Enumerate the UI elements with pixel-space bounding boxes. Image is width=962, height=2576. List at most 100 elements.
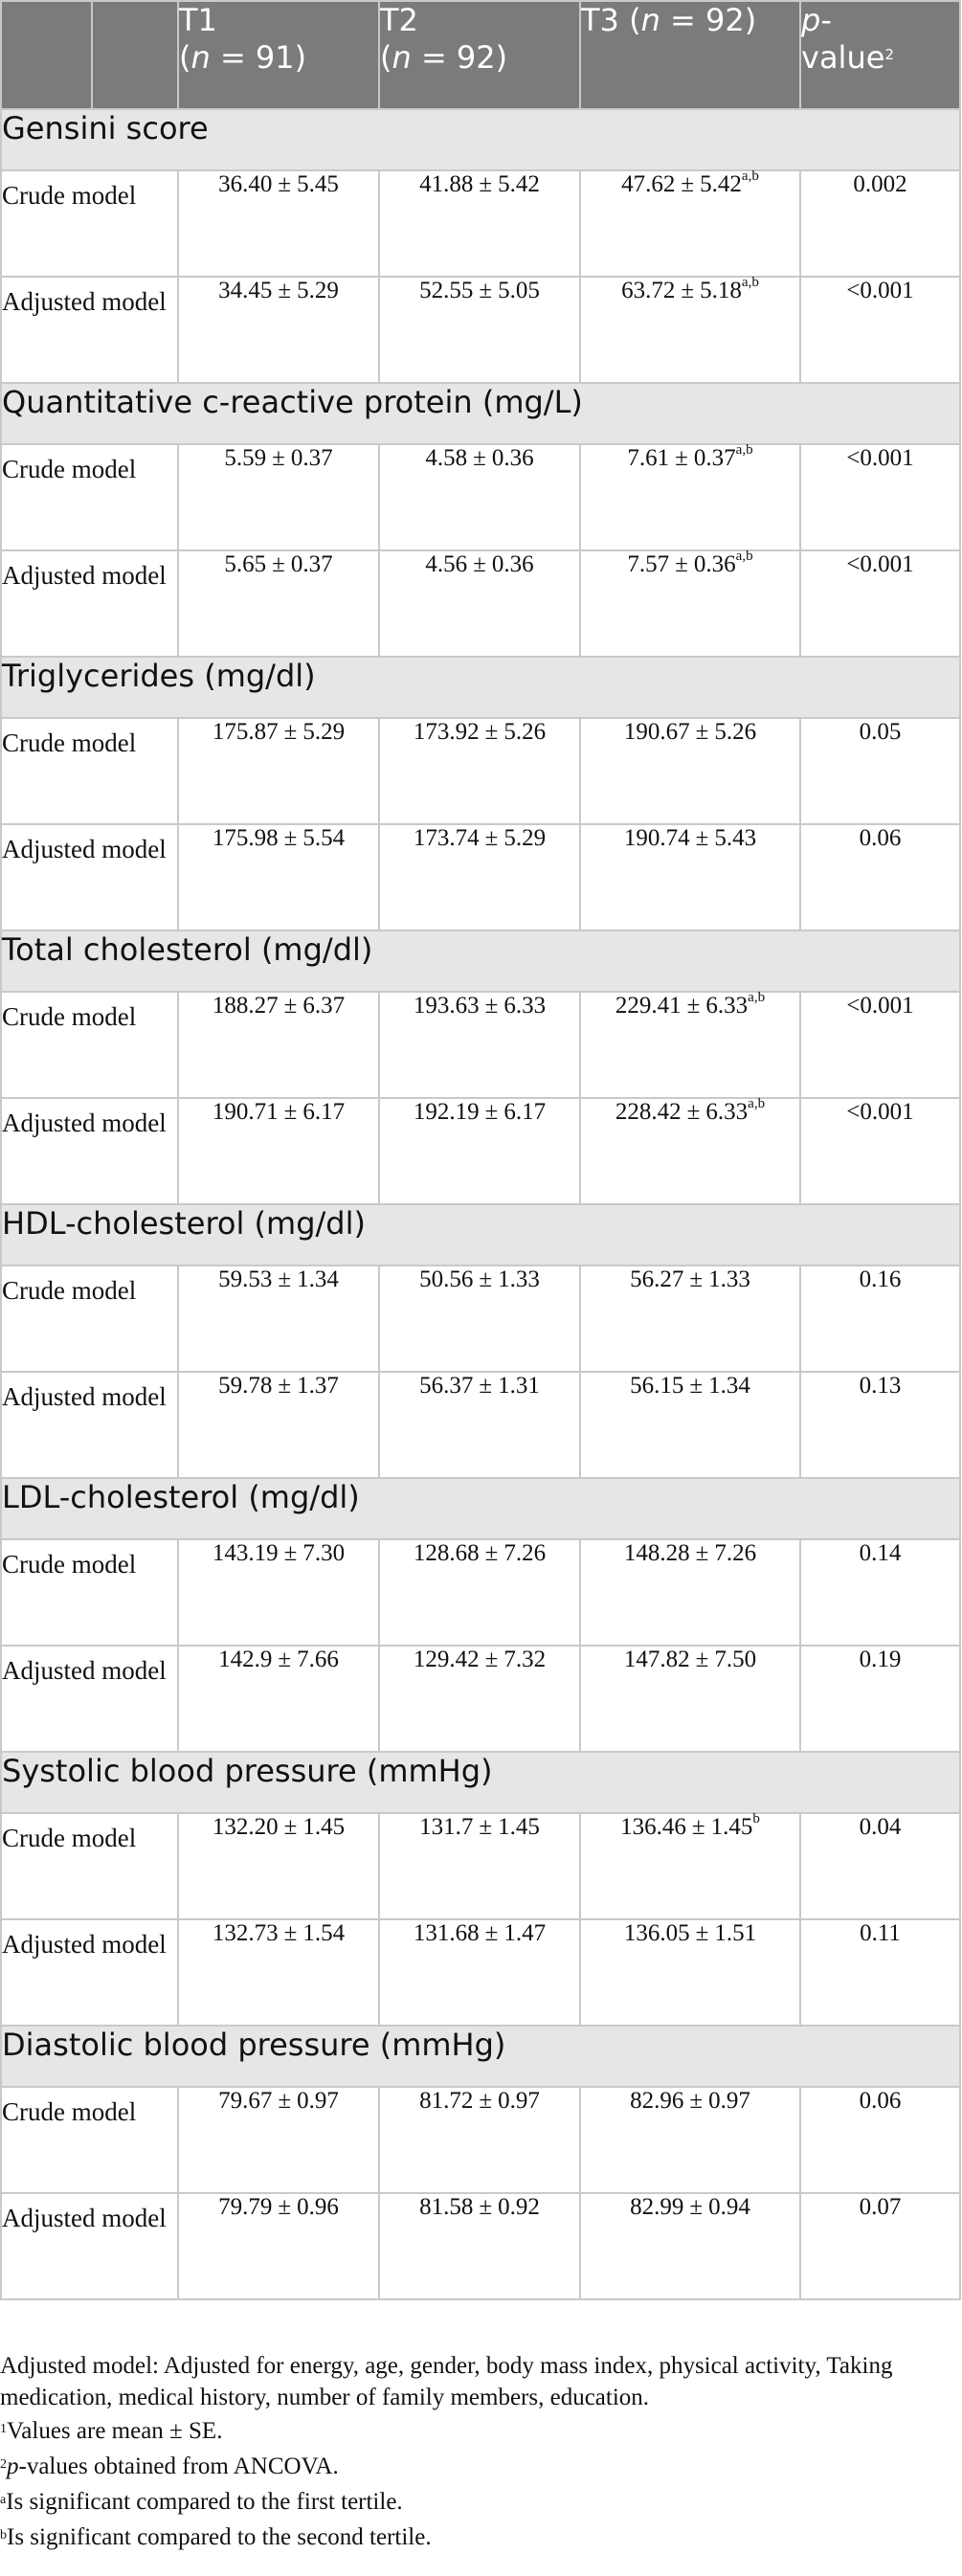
cell-t3: 7.57 ±0.36a,b (579, 549, 801, 658)
plus-minus-sign: ± (686, 1099, 701, 1125)
cell-t2: 128.68 ±7.26 (378, 1538, 581, 1646)
row-label: Adjusted model (0, 1371, 179, 1479)
table-row: Adjusted model 132.73 ±1.54 131.68 ±1.47 136.… (0, 1918, 961, 2027)
plus-minus-sign: ± (283, 1920, 298, 1946)
significance-mark: a,b (735, 442, 753, 458)
mean-value: 79.67 (218, 2088, 273, 2114)
plus-minus-sign: ± (695, 1646, 709, 1672)
se-value: 0.36 (693, 551, 736, 577)
se-value: 0.37 (693, 445, 736, 471)
plus-minus-sign: ± (484, 993, 499, 1019)
se-value: 6.33 (705, 993, 749, 1019)
mean-value: 56.15 (630, 1373, 684, 1399)
cell-p-value: 0.06 (799, 2086, 961, 2194)
cell-t2: 81.58 ±0.92 (378, 2192, 581, 2300)
plus-minus-sign: ± (479, 278, 493, 303)
mean-value: 59.53 (218, 1266, 273, 1292)
se-value: 5.05 (498, 278, 540, 303)
cell-p-value: <0.001 (799, 1097, 961, 1205)
mean-value: 228.42 (615, 1099, 682, 1125)
significance-mark: a,b (735, 549, 753, 564)
plus-minus-sign: ± (686, 993, 701, 1019)
cell-t1: 175.98 ±5.54 (177, 823, 380, 931)
cell-t1: 143.19 ±7.30 (177, 1538, 380, 1646)
cell-t1: 132.73 ±1.54 (177, 1918, 380, 2027)
mean-value: 81.58 (419, 2194, 474, 2220)
cell-t3: 229.41 ±6.33a,b (579, 990, 801, 1099)
mean-value: 188.27 (212, 993, 279, 1019)
mean-value: 52.55 (419, 278, 474, 303)
mean-value: 190.67 (623, 719, 690, 745)
mean-value: 7.61 (627, 445, 670, 471)
plus-minus-sign: ± (689, 2194, 704, 2220)
plus-minus-sign: ± (675, 445, 688, 471)
se-value: 6.17 (302, 1099, 346, 1125)
cell-t2: 56.37 ±1.31 (378, 1371, 581, 1479)
plus-minus-sign: ± (473, 551, 486, 577)
se-value: 7.26 (714, 1540, 757, 1566)
header-blank-2 (91, 0, 179, 110)
plus-minus-sign: ± (283, 719, 298, 745)
plus-minus-sign: ± (283, 1540, 298, 1566)
mean-value: 132.20 (212, 1814, 279, 1840)
plus-minus-sign: ± (695, 1920, 709, 1946)
cell-t3: 147.82 ±7.50 (579, 1645, 801, 1753)
footnote-adjusted: Adjusted model: Adjusted for energy, age… (0, 2353, 893, 2410)
plus-minus-sign: ± (484, 825, 499, 851)
se-value: 1.54 (302, 1920, 346, 1946)
cell-p-value: 0.06 (799, 823, 961, 931)
table-row: Adjusted model 79.79 ±0.96 81.58 ±0.92 82.99 ±… (0, 2192, 961, 2300)
mean-value: 229.41 (615, 993, 682, 1019)
cell-t1: 188.27 ±6.37 (177, 991, 380, 1099)
cell-p-value: 0.11 (799, 1918, 961, 2027)
se-value: 5.42 (498, 171, 540, 197)
mean-value: 56.37 (419, 1373, 474, 1399)
mean-value: 41.88 (419, 171, 474, 197)
cell-t2: 131.68 ±1.47 (378, 1918, 581, 2027)
cell-p-value: <0.001 (799, 991, 961, 1099)
footnote-2: 2p-values obtained from ANCOVA. (0, 2453, 339, 2479)
plus-minus-sign: ± (479, 1266, 493, 1292)
mean-value: 63.72 (621, 278, 676, 303)
section-title: Diastolic blood pressure (mmHg) (0, 2025, 961, 2088)
plus-minus-sign: ± (283, 825, 298, 851)
se-value: 1.45 (498, 1814, 540, 1840)
cell-p-value: 0.16 (799, 1265, 961, 1373)
section-title: LDL-cholesterol (mg/dl) (0, 1477, 961, 1540)
row-label: Crude model (0, 1265, 179, 1373)
plus-minus-sign: ± (695, 825, 709, 851)
plus-minus-sign: ± (689, 2088, 704, 2114)
mean-value: 136.46 (620, 1814, 686, 1840)
significance-mark: a,b (741, 168, 759, 184)
footnote-1: 1Values are mean ± SE. (0, 2418, 223, 2444)
cell-t3: 190.67 ±5.26 (579, 717, 801, 825)
se-value: 0.97 (498, 2088, 540, 2114)
row-label: Crude model (0, 169, 179, 278)
cell-p-value: 0.05 (799, 717, 961, 825)
plus-minus-sign: ± (283, 1099, 298, 1125)
mean-value: 56.27 (630, 1266, 684, 1292)
table-body: Gensini score Crude model 36.40 ±5.45 41.88 ±… (0, 108, 961, 2300)
se-value: 6.33 (503, 993, 547, 1019)
footnote-b: bIs significant compared to the second t… (0, 2524, 432, 2550)
row-label: Adjusted model (0, 2192, 179, 2300)
se-value: 1.51 (714, 1920, 757, 1946)
se-value: 1.33 (498, 1266, 540, 1292)
mean-value: 129.42 (413, 1646, 480, 1672)
header-t3: T3 (n = 92) (579, 0, 801, 110)
plus-minus-sign: ± (479, 171, 493, 197)
cell-t3: 136.46 ±1.45b (579, 1811, 801, 1920)
cell-p-value: 0.14 (799, 1538, 961, 1646)
mean-value: 147.82 (623, 1646, 690, 1672)
se-value: 1.34 (297, 1266, 339, 1292)
mean-value: 50.56 (419, 1266, 474, 1292)
mean-value: 79.79 (218, 2194, 273, 2220)
mean-value: 59.78 (218, 1373, 273, 1399)
se-value: 1.37 (297, 1373, 339, 1399)
mean-value: 142.9 (218, 1646, 273, 1672)
se-value: 0.97 (297, 2088, 339, 2114)
plus-minus-sign: ± (484, 1646, 499, 1672)
mean-value: 132.73 (212, 1920, 279, 1946)
row-label: Adjusted model (0, 276, 179, 384)
se-value: 5.26 (714, 719, 757, 745)
